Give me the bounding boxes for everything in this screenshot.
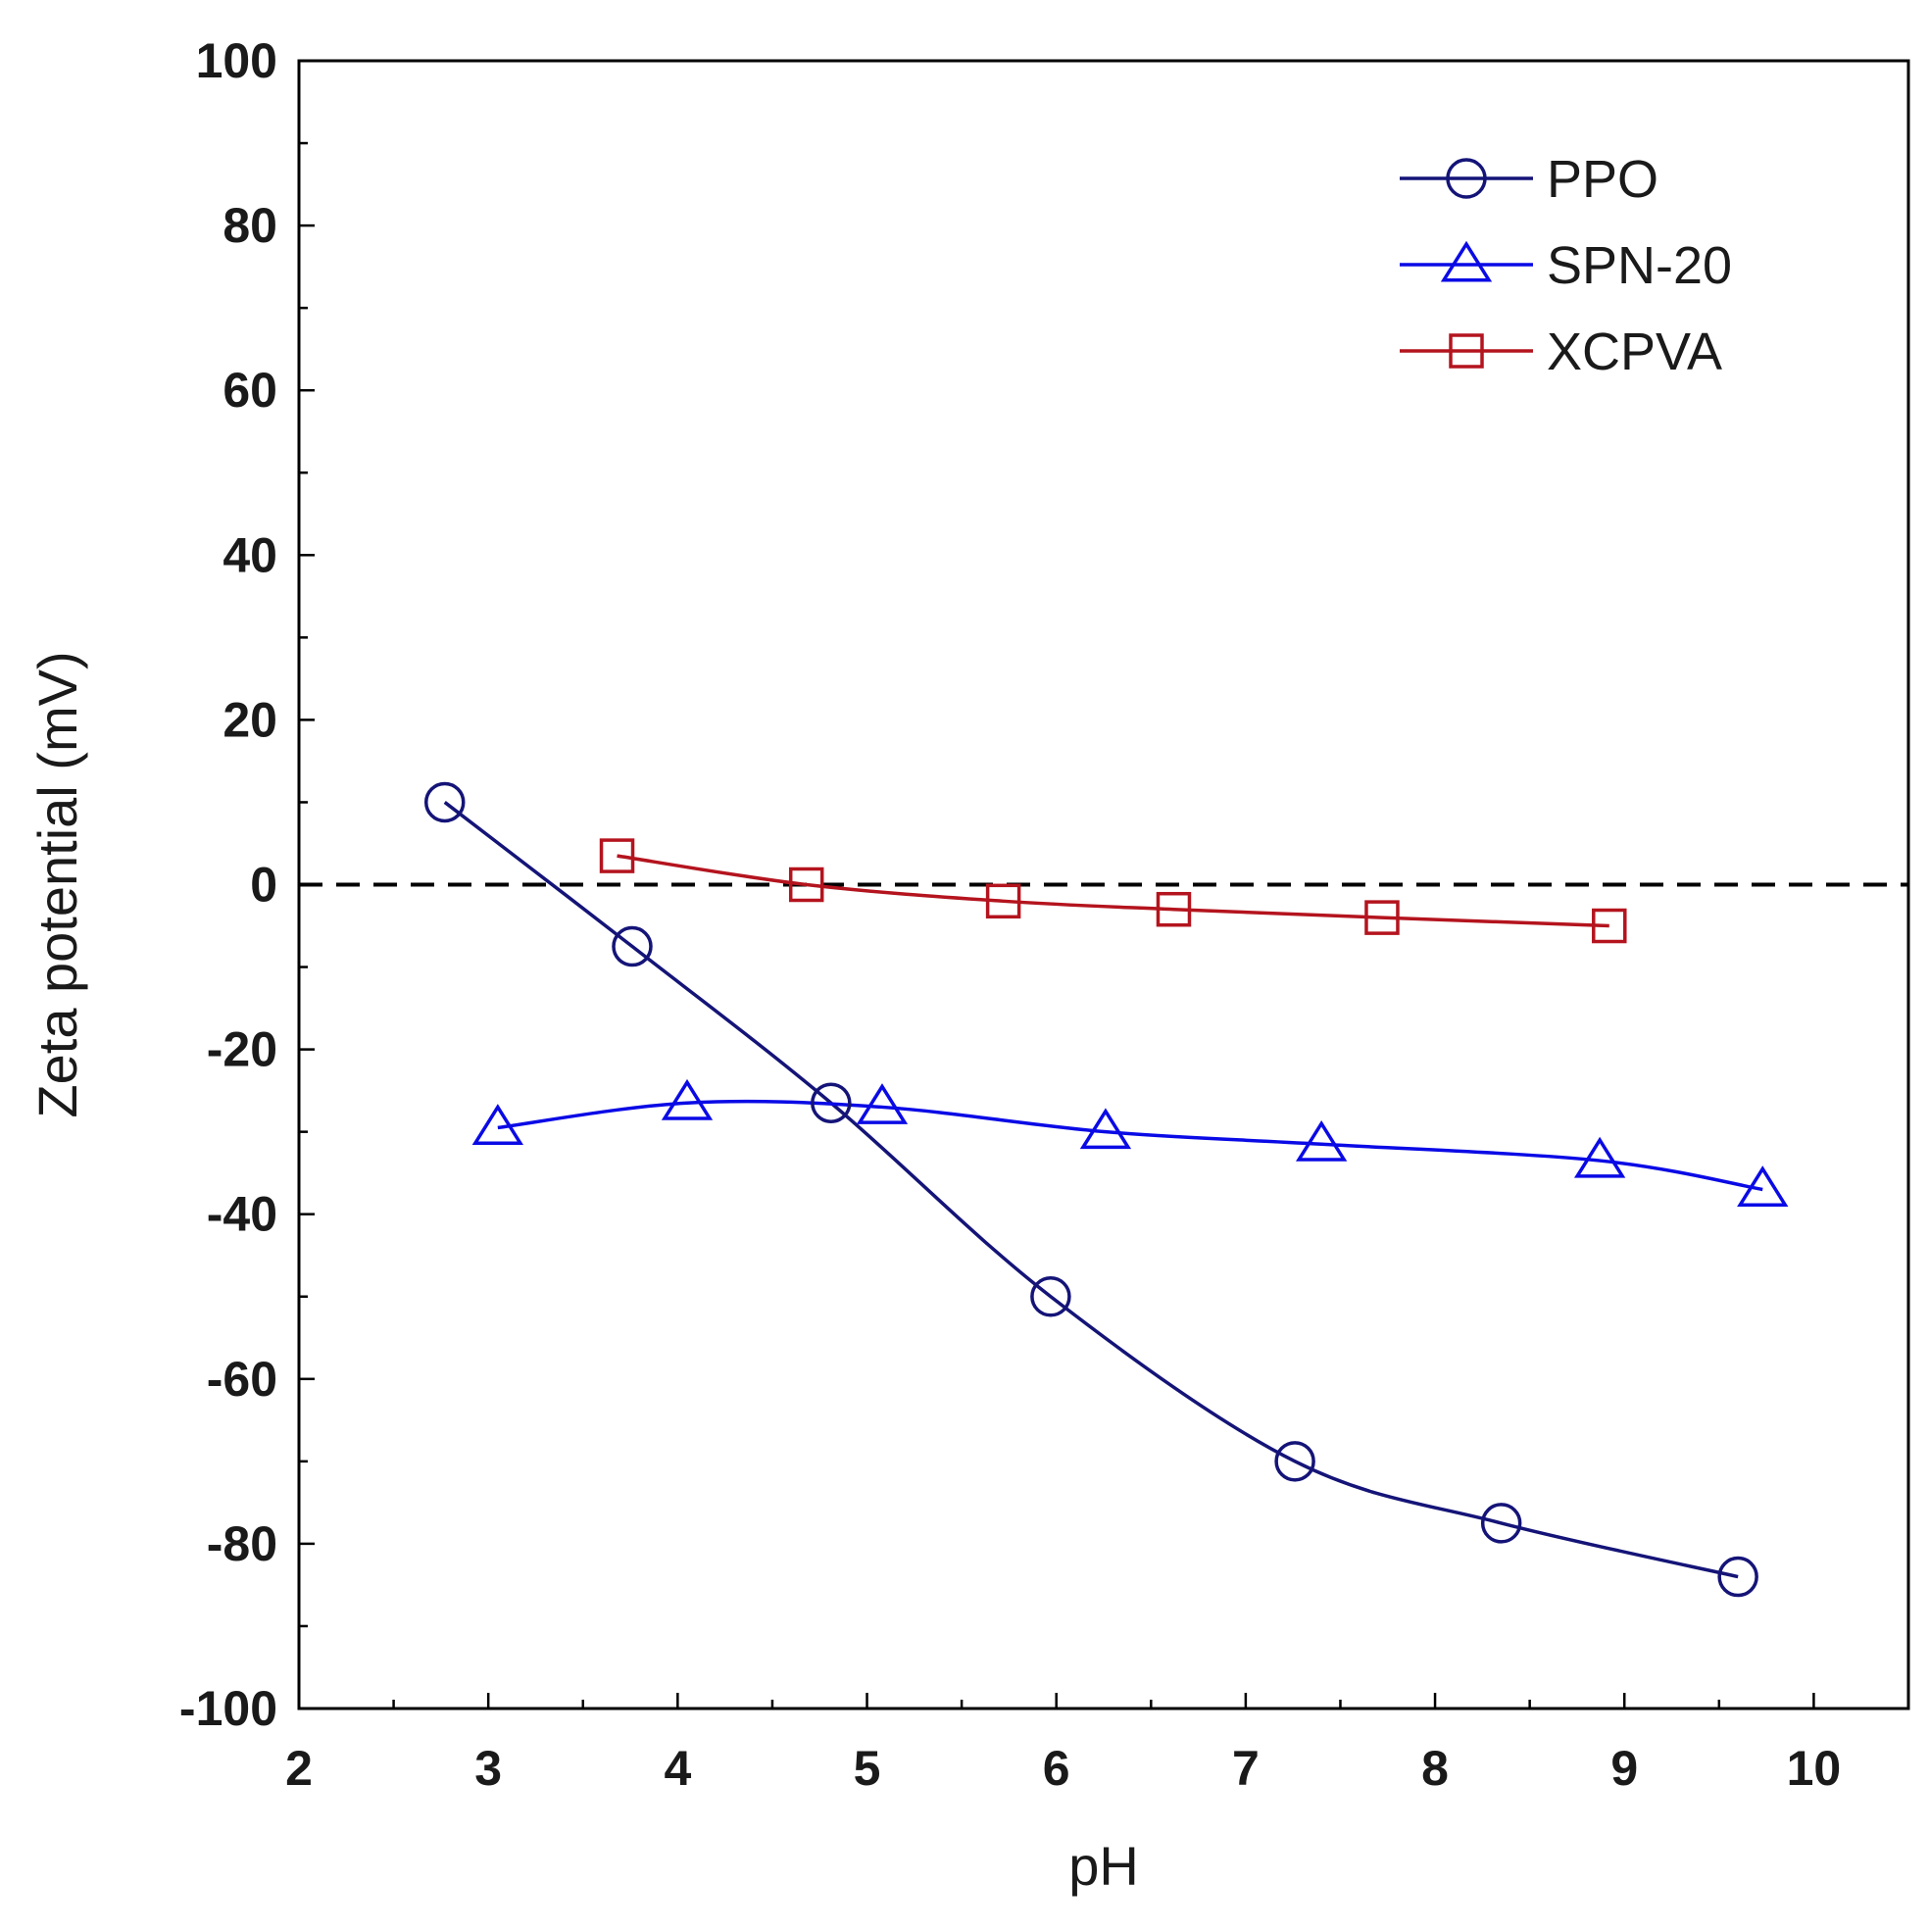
- x-tick-label: 7: [1232, 1741, 1260, 1796]
- data-point-xcpva: [599, 838, 635, 873]
- x-tick-label: 8: [1421, 1741, 1449, 1796]
- plot-frame: [297, 59, 1910, 1710]
- data-point-xcpva: [1364, 900, 1400, 935]
- data-point-spn-20: [856, 1083, 909, 1124]
- data-point-ppo: [811, 1082, 852, 1123]
- y-tick-label: -20: [207, 1022, 277, 1077]
- y-tick-label: -100: [179, 1681, 277, 1736]
- y-tick-label: 0: [250, 858, 277, 913]
- data-point-xcpva: [1592, 908, 1627, 944]
- tick-labels: 2 3 4 5 6 7 8 9 10 100 80 60 40 20 0 -20 -40 -60 -80 -100: [179, 33, 1841, 1796]
- series-line-ppo: [443, 801, 1739, 1579]
- x-tick-label: 10: [1787, 1741, 1842, 1796]
- x-tick-label: 9: [1610, 1741, 1638, 1796]
- y-tick-label: 100: [196, 33, 277, 88]
- data-point-spn-20: [471, 1104, 523, 1145]
- legend-marker-xcpva: [1449, 333, 1484, 369]
- y-tick-label: -40: [207, 1187, 277, 1242]
- data-point-spn-20: [1295, 1119, 1348, 1162]
- data-point-spn-20: [1573, 1136, 1626, 1178]
- data-point-spn-20: [1737, 1165, 1789, 1207]
- data-point-spn-20: [1079, 1108, 1132, 1150]
- data-point-xcpva: [1156, 891, 1192, 927]
- data-point-ppo: [612, 925, 653, 967]
- legend-item-ppo: PPO: [1400, 150, 1658, 209]
- data-point-xcpva: [788, 867, 824, 903]
- series-markers: [423, 781, 1789, 1598]
- data-point-ppo: [423, 781, 466, 823]
- y-axis-title: Zeta potential (mV): [26, 651, 88, 1117]
- legend-marker-spn-20: [1440, 240, 1493, 282]
- x-tick-label: 2: [285, 1741, 313, 1796]
- legend-item-spn-20: SPN-20: [1400, 236, 1732, 295]
- legend-marker-ppo: [1446, 158, 1487, 199]
- y-tick-label: 20: [223, 692, 277, 747]
- data-point-xcpva: [985, 883, 1021, 919]
- data-point-ppo: [1030, 1276, 1071, 1317]
- legend-label-xcpva: XCPVA: [1547, 322, 1722, 381]
- legend-label-ppo: PPO: [1547, 150, 1658, 209]
- legend-label-spn-20: SPN-20: [1547, 236, 1732, 295]
- data-point-spn-20: [661, 1078, 714, 1120]
- y-tick-label: 60: [223, 363, 277, 418]
- data-point-ppo: [1274, 1441, 1315, 1482]
- series-line-spn-20: [497, 1099, 1763, 1192]
- y-tick-label: -60: [207, 1352, 277, 1407]
- y-tick-label: -80: [207, 1516, 277, 1571]
- data-point-ppo: [1717, 1556, 1758, 1598]
- legend: PPO SPN-20 XCPVA: [1400, 150, 1732, 381]
- y-tick-label: 40: [223, 527, 277, 582]
- y-tick-label: 80: [223, 198, 277, 253]
- x-axis-title: pH: [1068, 1835, 1139, 1897]
- x-tick-label: 4: [664, 1741, 691, 1796]
- x-tick-label: 6: [1043, 1741, 1070, 1796]
- x-tick-label: 3: [474, 1741, 502, 1796]
- data-point-ppo: [1480, 1503, 1522, 1544]
- axis-ticks: [297, 59, 1910, 1710]
- legend-item-xcpva: XCPVA: [1400, 322, 1722, 381]
- x-tick-label: 5: [854, 1741, 881, 1796]
